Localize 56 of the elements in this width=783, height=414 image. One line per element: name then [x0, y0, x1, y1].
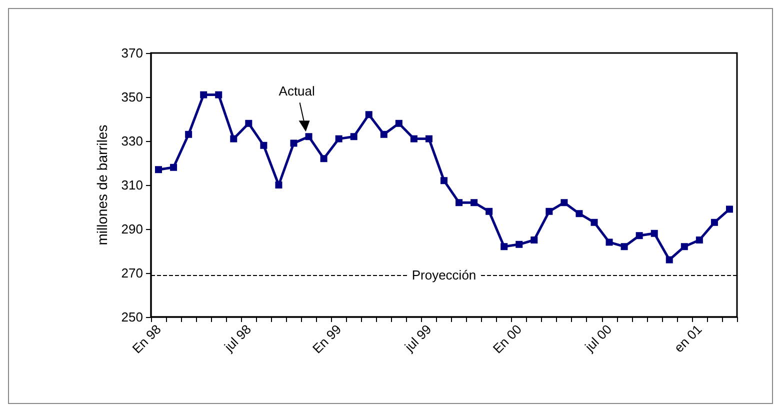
point — [185, 130, 192, 138]
annotation: Actual — [278, 84, 316, 99]
x-tick-label: En 99 — [310, 322, 344, 356]
point — [590, 218, 598, 226]
point — [365, 111, 372, 118]
point — [275, 182, 282, 188]
point — [546, 208, 553, 215]
x-tick-label: jul 99 — [401, 322, 434, 355]
point — [350, 133, 358, 140]
point — [576, 210, 583, 218]
point — [380, 130, 388, 138]
point — [486, 208, 493, 215]
y-tick-label: 330 — [121, 134, 143, 148]
point — [230, 135, 238, 142]
point — [320, 155, 328, 162]
point — [456, 199, 463, 206]
x-tick-label: En 00 — [490, 322, 524, 356]
point — [470, 199, 478, 206]
point — [335, 135, 342, 142]
point — [710, 218, 718, 226]
point — [696, 236, 703, 244]
y-tick-label: 270 — [121, 266, 143, 280]
point — [530, 236, 538, 244]
y-tick-label: 250 — [121, 310, 143, 324]
point — [170, 164, 178, 171]
point — [606, 238, 613, 246]
point — [290, 140, 298, 147]
point — [425, 135, 432, 142]
y-tick-label: 350 — [121, 90, 143, 104]
point — [410, 135, 418, 142]
x-tick-label: En 98 — [129, 322, 164, 356]
point — [200, 91, 208, 98]
y-axis-title: millones de barriles — [94, 124, 110, 246]
x-tick-label: en 01 — [671, 322, 705, 356]
point — [680, 243, 688, 250]
point — [560, 199, 568, 206]
point — [440, 177, 448, 184]
y-tick-label: 310 — [121, 178, 143, 192]
point — [726, 206, 733, 213]
point — [500, 243, 508, 250]
point — [245, 120, 252, 127]
point — [620, 243, 628, 250]
point — [395, 120, 402, 127]
ref-line-label: Proyección — [412, 268, 476, 283]
point — [155, 166, 162, 174]
point — [215, 91, 222, 98]
x-tick-label: jul 98 — [220, 322, 254, 355]
point — [650, 230, 658, 237]
y-tick-label: 290 — [121, 222, 143, 236]
y-tick-label: 370 — [121, 46, 143, 60]
point — [636, 232, 643, 240]
x-tick-label: jul 00 — [581, 322, 615, 355]
point — [305, 133, 312, 140]
point — [516, 240, 523, 248]
point — [260, 142, 268, 149]
point — [666, 256, 673, 264]
